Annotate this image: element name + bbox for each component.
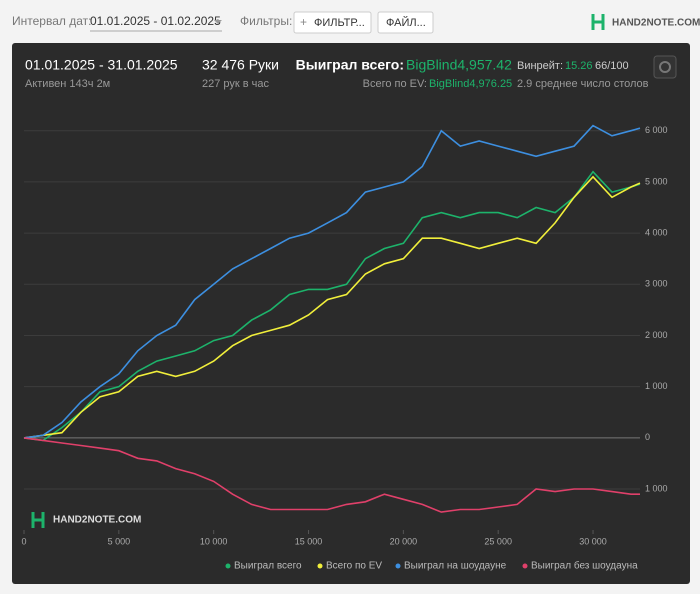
x-tick-label: 25 000 (484, 536, 512, 546)
filter-button[interactable] (293, 11, 372, 34)
legend-dot (522, 563, 528, 569)
x-tick-label: 0 (21, 536, 26, 546)
legend-label: Всего по EV (326, 561, 382, 572)
file-button[interactable] (377, 11, 434, 34)
plus-icon: + (300, 15, 307, 29)
gear-icon (659, 61, 671, 73)
watermark-icon (31, 512, 45, 528)
legend-label: Выиграл без шоудауна (531, 560, 638, 572)
won-label: Выиграл всего: (296, 57, 404, 73)
series-line (23, 437, 640, 513)
winrate-value: 15.26 (565, 60, 593, 72)
hands-per-hour: 227 рук в час (202, 78, 270, 90)
period: 01.01.2025 - 31.01.2025 (25, 57, 178, 73)
chart-panel (12, 43, 690, 584)
y-tick-label: 1 000 (645, 381, 668, 391)
hands: 32 476 Руки (202, 57, 279, 73)
date-label: Интервал дат: (12, 14, 91, 28)
logo-icon (591, 14, 605, 30)
winrate-label: Винрейт: (517, 60, 563, 72)
x-tick-label: 5 000 (108, 536, 131, 546)
series-line (23, 124, 641, 439)
filters-label: Фильтры: (240, 14, 292, 28)
x-tick-label: 30 000 (579, 536, 607, 546)
date-range[interactable]: 01.01.2025 - 01.02.2025 (90, 14, 221, 28)
y-tick-label: 3 000 (645, 279, 668, 289)
logo: HAND2NOTE.COM (612, 18, 700, 29)
x-tick-label: 15 000 (295, 536, 323, 546)
y-tick-label: 2 000 (645, 330, 668, 340)
legend-dot (225, 563, 231, 569)
ev-value: BigBlind4,976.25 (429, 78, 512, 90)
series-line (23, 170, 641, 442)
won-value: BigBlind4,957.42 (406, 57, 512, 73)
legend-dot (395, 563, 401, 569)
winrate-unit: 66/100 (595, 60, 629, 72)
filter-button-label: ФИЛЬТР... (314, 17, 365, 29)
dropdown-arrow (214, 20, 222, 24)
legend-dot (317, 563, 323, 569)
series-line (23, 175, 641, 439)
y-tick-label: 5 000 (645, 176, 668, 186)
x-tick-label: 20 000 (390, 536, 418, 546)
x-tick-label: 10 000 (200, 536, 228, 546)
tables: 2.9 среднее число столов (517, 78, 649, 90)
y-tick-label: 0 (645, 432, 650, 442)
y-tick-label: 1 000 (645, 483, 668, 493)
ev-label: Всего по EV: (363, 78, 427, 90)
active-time: Активен 143ч 2м (25, 78, 110, 90)
legend-label: Выиграл всего (234, 561, 302, 572)
y-tick-label: 6 000 (645, 125, 668, 135)
plot: 1 000 0 1 000 2 000 3 000 4 000 5 000 6 000 0 5 0… (21, 124, 668, 572)
y-tick-label: 4 000 (645, 227, 668, 237)
legend-label: Выиграл на шоудауне (404, 561, 507, 572)
settings-button[interactable] (653, 55, 677, 79)
watermark: HAND2NOTE.COM (53, 515, 141, 526)
file-button-label: ФАЙЛ... (386, 16, 426, 29)
